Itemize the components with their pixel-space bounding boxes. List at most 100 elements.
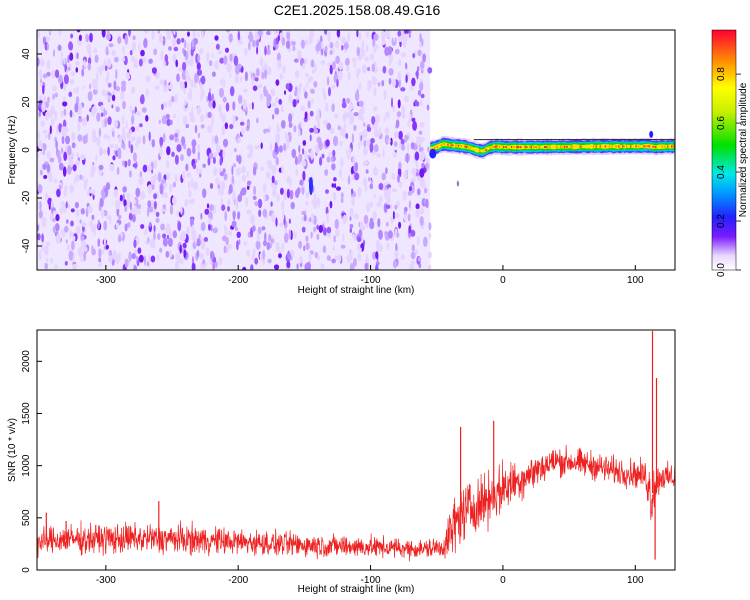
signal-core-segment xyxy=(546,146,548,148)
noise-speckle xyxy=(126,222,131,228)
noise-speckle xyxy=(369,220,375,230)
noise-speckle xyxy=(341,44,344,51)
noise-speckle xyxy=(143,30,149,34)
noise-speckle xyxy=(210,250,215,260)
signal-core-segment xyxy=(623,145,625,148)
noise-speckle xyxy=(136,136,142,145)
noise-speckle xyxy=(74,201,79,209)
noise-speckle xyxy=(39,250,42,261)
noise-speckle xyxy=(126,131,131,140)
noise-speckle xyxy=(233,55,239,66)
noise-speckle xyxy=(104,110,108,116)
noise-speckle xyxy=(388,56,392,66)
signal-core-segment xyxy=(499,145,501,148)
noise-speckle xyxy=(58,30,62,36)
noise-speckle xyxy=(64,225,69,233)
noise-speckle xyxy=(182,61,187,71)
noise-speckle xyxy=(107,82,112,88)
noise-speckle xyxy=(343,214,346,225)
signal-core-segment xyxy=(661,145,664,148)
noise-speckle xyxy=(211,113,214,123)
noise-speckle xyxy=(403,213,407,222)
signal-core-segment xyxy=(579,145,581,148)
noise-speckle xyxy=(242,88,248,93)
noise-speckle xyxy=(127,159,131,167)
noise-speckle xyxy=(126,192,131,199)
noise-speckle xyxy=(211,71,216,77)
signal-core-segment xyxy=(467,146,469,149)
noise-speckle xyxy=(404,62,408,70)
noise-speckle xyxy=(197,132,200,139)
noise-speckle xyxy=(343,111,348,119)
noise-speckle xyxy=(331,258,336,264)
noise-speckle xyxy=(325,189,329,194)
noise-speckle xyxy=(269,164,274,170)
signal-core-segment xyxy=(464,145,466,148)
noise-speckle xyxy=(346,254,352,263)
noise-speckle xyxy=(124,160,128,168)
noise-speckle xyxy=(293,58,299,63)
noise-speckle xyxy=(362,160,368,166)
signal-core-segment xyxy=(622,145,624,148)
page-title: C2E1.2025.158.08.49.G16 xyxy=(273,2,441,18)
noise-speckle xyxy=(286,188,290,199)
signal-core-segment xyxy=(436,146,438,149)
noise-speckle xyxy=(356,68,359,79)
noise-speckle xyxy=(191,118,196,122)
noise-speckle xyxy=(57,149,61,160)
noise-speckle xyxy=(138,254,144,263)
noise-speckle xyxy=(378,126,381,137)
noise-speckle xyxy=(317,110,320,121)
noise-speckle xyxy=(415,203,420,210)
noise-speckle xyxy=(211,52,214,59)
noise-speckle xyxy=(362,177,368,187)
noise-speckle xyxy=(374,144,379,153)
noise-speckle xyxy=(129,49,133,56)
noise-speckle xyxy=(143,38,148,49)
noise-speckle xyxy=(369,142,374,153)
noise-speckle xyxy=(286,30,291,40)
noise-speckle xyxy=(151,67,157,74)
noise-speckle xyxy=(407,190,412,196)
noise-speckle xyxy=(150,255,156,263)
noise-speckle xyxy=(74,102,79,113)
noise-speckle xyxy=(63,151,68,161)
noise-speckle xyxy=(351,188,354,195)
noise-speckle xyxy=(75,209,80,217)
noise-speckle xyxy=(100,112,104,117)
noise-speckle xyxy=(416,135,420,145)
noise-speckle xyxy=(308,34,313,45)
noise-speckle xyxy=(246,249,251,258)
noise-speckle xyxy=(339,168,342,179)
signal-core-segment xyxy=(671,145,673,148)
noise-speckle xyxy=(297,129,301,137)
spectrogram-x-axis-label: Height of straight line (km) xyxy=(298,285,415,296)
noise-speckle xyxy=(80,154,86,161)
spectrogram-y-tick-label: 0 xyxy=(21,147,32,153)
noise-speckle xyxy=(121,80,127,87)
noise-speckle xyxy=(324,169,329,176)
noise-speckle xyxy=(427,67,433,74)
noise-speckle xyxy=(418,42,422,48)
noise-speckle xyxy=(218,188,222,196)
noise-speckle xyxy=(288,218,291,224)
noise-speckle xyxy=(335,227,340,237)
noise-speckle xyxy=(348,105,354,111)
noise-speckle xyxy=(333,177,337,182)
noise-speckle xyxy=(249,214,255,224)
noise-speckle xyxy=(124,34,128,45)
noise-speckle xyxy=(296,93,300,101)
noise-speckle xyxy=(79,174,83,180)
noise-speckle xyxy=(137,247,142,254)
noise-speckle xyxy=(82,175,85,182)
noise-speckle xyxy=(138,58,143,67)
noise-speckle xyxy=(108,43,114,48)
noise-speckle xyxy=(246,171,250,177)
noise-speckle xyxy=(149,222,152,228)
noise-speckle xyxy=(304,72,309,78)
noise-speckle xyxy=(403,170,408,180)
noise-speckle xyxy=(276,123,280,129)
noise-speckle xyxy=(153,48,157,56)
noise-speckle xyxy=(229,73,232,78)
noise-speckle xyxy=(70,220,74,227)
